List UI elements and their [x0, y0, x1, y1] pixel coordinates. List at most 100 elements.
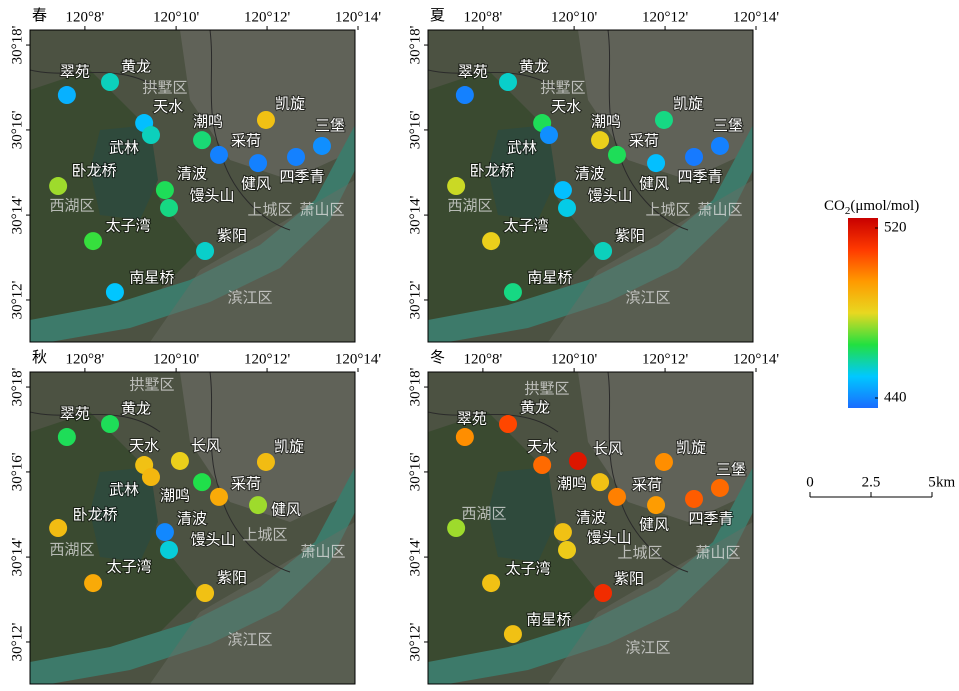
station-label: 馒头山	[191, 530, 236, 548]
y-tick-label: 30°14'	[407, 537, 423, 576]
station-label: 潮鸣	[193, 113, 223, 131]
station-label: 清波	[177, 165, 207, 183]
station-label: 南星桥	[527, 269, 572, 287]
station-label: 太子湾	[504, 217, 549, 235]
x-tick-label: 120°8'	[464, 9, 503, 25]
station-dot	[160, 541, 178, 559]
y-tick-label: 30°16'	[9, 452, 25, 491]
y-tick-label: 30°18'	[407, 367, 423, 406]
station-label: 馒头山	[587, 528, 632, 546]
district-label: 滨江区	[227, 631, 272, 649]
station-label: 黄龙	[520, 399, 550, 417]
station-dot	[499, 415, 517, 433]
station-dot	[711, 137, 729, 155]
station-dot	[447, 519, 465, 537]
station-dot	[58, 428, 76, 446]
station-dot	[554, 181, 572, 199]
district-label: 滨江区	[227, 289, 272, 307]
season-label: 夏	[430, 6, 445, 24]
station-dot	[156, 181, 174, 199]
y-tick-label: 30°14'	[9, 195, 25, 234]
colorbar	[848, 218, 878, 408]
colorbar-title-unit: (μmol/mol)	[850, 198, 919, 214]
station-label: 采荷	[231, 131, 261, 149]
station-label: 凯旋	[274, 437, 304, 455]
x-tick-label: 120°12'	[244, 9, 290, 25]
x-tick-label: 120°14'	[335, 9, 381, 25]
station-label: 南星桥	[129, 269, 174, 287]
station-dot	[594, 584, 612, 602]
station-label: 黄龙	[121, 400, 151, 418]
district-label: 上城区	[645, 201, 690, 219]
figure: 拱墅区西湖区上城区萧山区滨江区翠苑黄龙天水武林潮鸣凯旋采荷三堡健风四季青卧龙桥清…	[0, 0, 959, 691]
district-label: 西湖区	[461, 505, 506, 523]
station-dot	[196, 584, 214, 602]
x-tick-label: 120°10'	[551, 9, 597, 25]
station-label: 健风	[639, 175, 669, 193]
station-dot	[647, 154, 665, 172]
station-label: 卧龙桥	[73, 506, 118, 524]
station-dot	[101, 415, 119, 433]
y-tick-label: 30°18'	[9, 25, 25, 64]
district-label: 萧山区	[697, 201, 742, 219]
map-area: 拱墅区西湖区上城区萧山区滨江区翠苑黄龙天水长风潮鸣采荷凯旋三堡四季青健风清波馒头…	[428, 372, 753, 684]
district-label: 拱墅区	[524, 380, 569, 398]
district-label: 萧山区	[299, 201, 344, 219]
station-dot	[210, 488, 228, 506]
y-tick-label: 30°12'	[407, 622, 423, 661]
district-label: 拱墅区	[142, 79, 187, 97]
x-tick-label: 120°8'	[464, 351, 503, 367]
station-dot	[482, 574, 500, 592]
district-label: 西湖区	[49, 541, 94, 559]
station-dot	[456, 428, 474, 446]
colorbar-tick-label: 520	[884, 219, 907, 235]
scale-bar-label: 2.5	[862, 474, 881, 490]
station-label: 凯旋	[673, 94, 703, 112]
station-dot	[287, 148, 305, 166]
map-panel: 拱墅区西湖区上城区萧山区滨江区翠苑黄龙天水武林潮鸣凯旋采荷三堡健风四季青卧龙桥清…	[407, 6, 779, 342]
y-tick-label: 30°18'	[407, 25, 423, 64]
station-label: 馒头山	[588, 186, 633, 204]
station-label: 健风	[271, 501, 301, 519]
station-label: 卧龙桥	[72, 162, 117, 180]
station-label: 潮鸣	[591, 113, 621, 131]
colorbar-title: CO2(μmol/mol)	[824, 198, 919, 216]
district-label: 滨江区	[625, 639, 670, 657]
x-tick-label: 120°12'	[642, 351, 688, 367]
station-label: 翠苑	[458, 63, 488, 81]
station-dot	[533, 456, 551, 474]
colorbar-title-main: CO	[824, 198, 845, 214]
x-tick-label: 120°10'	[551, 351, 597, 367]
station-label: 馒头山	[190, 186, 235, 204]
station-dot	[58, 86, 76, 104]
station-dot	[594, 242, 612, 260]
station-label: 长风	[593, 439, 623, 457]
station-dot	[456, 86, 474, 104]
x-tick-label: 120°10'	[153, 351, 199, 367]
station-label: 采荷	[632, 475, 662, 493]
station-label: 清波	[177, 510, 207, 528]
station-label: 健风	[241, 175, 271, 193]
station-dot	[49, 177, 67, 195]
station-label: 翠苑	[60, 405, 90, 423]
station-dot	[210, 146, 228, 164]
station-label: 凯旋	[676, 438, 706, 456]
y-tick-label: 30°12'	[407, 280, 423, 319]
station-label: 凯旋	[275, 94, 305, 112]
station-label: 黄龙	[519, 58, 549, 76]
district-label: 上城区	[247, 201, 292, 219]
station-dot	[504, 625, 522, 643]
x-tick-label: 120°10'	[153, 9, 199, 25]
station-dot	[106, 283, 124, 301]
map-panel: 拱墅区西湖区上城区萧山区滨江区翠苑黄龙天水武林潮鸣凯旋采荷三堡健风四季青卧龙桥清…	[9, 6, 381, 342]
station-label: 清波	[575, 165, 605, 183]
season-label: 春	[32, 6, 47, 24]
station-dot	[685, 148, 703, 166]
station-dot	[84, 232, 102, 250]
station-label: 三堡	[315, 116, 345, 134]
station-label: 黄龙	[121, 58, 151, 76]
season-label: 秋	[32, 348, 47, 366]
station-dot	[171, 452, 189, 470]
station-dot	[685, 490, 703, 508]
station-label: 天水	[551, 98, 581, 116]
